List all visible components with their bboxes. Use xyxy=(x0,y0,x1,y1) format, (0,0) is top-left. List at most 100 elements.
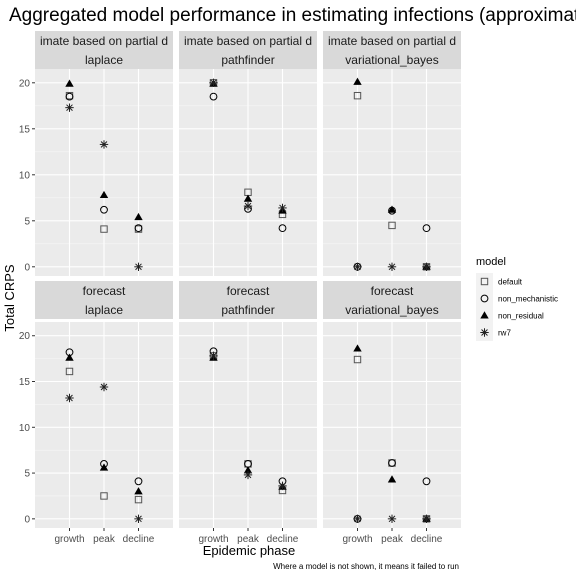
asterisk-stroke xyxy=(244,471,252,479)
facet-row-label: imate based on partial d xyxy=(40,34,168,48)
point-non-mechanistic xyxy=(209,92,218,101)
legend-title: model xyxy=(476,256,506,268)
facet-panel-0-laplace: imate based on partial d laplace 0 5 10 15 20 xyxy=(19,31,173,276)
point-non-residual xyxy=(387,205,397,213)
point-non-residual xyxy=(387,475,397,483)
facet-strip-row xyxy=(179,281,317,300)
legend-label-non-residual: non_residual xyxy=(498,312,544,321)
point-non-residual xyxy=(353,344,362,352)
point-non-mechanistic xyxy=(278,224,287,233)
facet-strip-row xyxy=(323,281,461,300)
point-rw7 xyxy=(422,514,431,524)
asterisk-stroke xyxy=(423,515,430,523)
x-tick-label: decline xyxy=(411,534,443,545)
asterisk-stroke xyxy=(388,515,396,523)
point-default xyxy=(100,492,108,500)
facet-row-label: forecast xyxy=(227,284,270,298)
y-axis-label: Total CRPS xyxy=(2,264,17,332)
point-default xyxy=(353,355,362,364)
asterisk-stroke xyxy=(100,141,108,148)
point-non-mechanistic xyxy=(100,205,108,214)
y-tick-label: 15 xyxy=(19,124,31,135)
facet-strip-col xyxy=(323,50,461,69)
point-rw7 xyxy=(353,514,362,524)
asterisk-stroke xyxy=(279,482,286,490)
caption: Where a model is not shown, it means it … xyxy=(273,562,459,571)
legend-key-non-residual xyxy=(480,311,489,319)
point-non-mechanistic xyxy=(388,459,396,467)
asterisk-stroke xyxy=(388,263,396,271)
asterisk-stroke xyxy=(244,202,252,210)
legend-key-background xyxy=(476,273,493,290)
y-tick-label: 10 xyxy=(19,423,31,434)
facet-panel-1-laplace: forecast laplace 0 5 10 15 20 growth peak decline xyxy=(19,281,173,545)
asterisk-stroke xyxy=(100,383,108,391)
legend-key-rw7 xyxy=(480,328,489,337)
y-tick-label: 10 xyxy=(19,170,31,181)
y-tick-label: 0 xyxy=(24,262,30,273)
x-tick-label: growth xyxy=(54,534,84,545)
facet-row-label: imate based on partial d xyxy=(184,34,312,48)
point-rw7 xyxy=(278,481,287,491)
facet-strip-row xyxy=(179,31,317,50)
asterisk-stroke xyxy=(135,263,142,271)
chart-title: Aggregated model performance in estimati… xyxy=(9,5,576,26)
point-default xyxy=(65,367,74,376)
asterisk-stroke xyxy=(423,263,430,271)
y-tick-label: 0 xyxy=(24,514,30,525)
facet-strip-col xyxy=(35,50,173,69)
asterisk-stroke xyxy=(66,394,73,402)
point-non-residual xyxy=(99,463,109,471)
point-default xyxy=(100,225,108,233)
facet-row-label: forecast xyxy=(83,284,126,298)
facet-col-label: pathfinder xyxy=(221,53,274,67)
legend-key-default xyxy=(480,277,489,286)
point-rw7 xyxy=(209,78,218,87)
facet-strip-row xyxy=(35,31,173,50)
point-rw7 xyxy=(387,514,397,524)
legend-key-non-mechanistic xyxy=(480,294,489,303)
point-rw7 xyxy=(134,514,143,524)
facet-strip-col xyxy=(323,300,461,319)
point-non-mechanistic xyxy=(422,224,431,233)
asterisk-stroke xyxy=(66,104,73,111)
facet-row-label: forecast xyxy=(371,284,414,298)
point-non-residual xyxy=(99,190,109,199)
facet-col-label: variational_bayes xyxy=(345,303,438,317)
point-non-residual xyxy=(134,212,143,221)
point-rw7 xyxy=(243,470,253,480)
point-rw7 xyxy=(278,203,287,213)
y-tick-label: 20 xyxy=(19,331,31,342)
point-non-residual xyxy=(243,466,253,474)
legend-label-rw7: rw7 xyxy=(498,329,511,338)
point-non-residual xyxy=(134,487,143,495)
x-tick-label: peak xyxy=(237,534,260,545)
legend-label-non-mechanistic: non_mechanistic xyxy=(498,295,558,304)
asterisk-stroke xyxy=(135,515,142,523)
asterisk-stroke xyxy=(481,329,488,336)
y-tick-label: 20 xyxy=(19,78,31,89)
x-tick-label: growth xyxy=(342,534,372,545)
facet-col-label: laplace xyxy=(85,53,123,67)
point-non-mechanistic xyxy=(422,477,431,486)
point-rw7 xyxy=(99,382,109,392)
point-rw7 xyxy=(65,103,74,112)
point-default xyxy=(353,91,362,100)
x-tick-label: peak xyxy=(93,534,116,545)
facet-row-label: imate based on partial d xyxy=(328,34,456,48)
point-non-residual xyxy=(353,77,362,85)
x-tick-label: decline xyxy=(267,534,299,545)
legend-label-default: default xyxy=(498,278,523,287)
point-rw7 xyxy=(387,262,397,271)
point-rw7 xyxy=(134,262,143,271)
asterisk-stroke xyxy=(354,263,361,271)
y-tick-label: 5 xyxy=(24,469,30,480)
point-default xyxy=(134,495,143,504)
point-non-mechanistic xyxy=(134,477,143,486)
panel-grid: imate based on partial d laplace 0 5 10 15 20 i… xyxy=(19,31,461,545)
point-rw7 xyxy=(422,262,431,271)
x-tick-label: decline xyxy=(123,534,155,545)
facet-strip-col xyxy=(179,50,317,69)
